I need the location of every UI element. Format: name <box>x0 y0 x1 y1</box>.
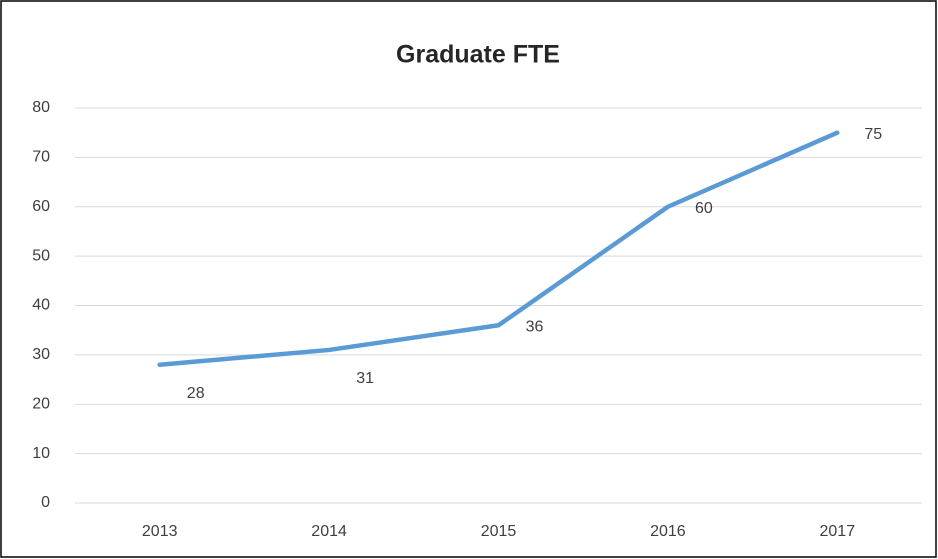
data-label: 36 <box>526 318 544 335</box>
y-tick-label: 30 <box>32 346 50 363</box>
data-label: 28 <box>187 385 205 402</box>
y-tick-label: 20 <box>32 395 50 412</box>
y-tick-label: 10 <box>32 445 50 462</box>
y-tick-label: 50 <box>32 247 50 264</box>
y-tick-label: 60 <box>32 198 50 215</box>
chart-title: Graduate FTE <box>396 41 560 69</box>
data-label: 75 <box>864 126 882 143</box>
x-tick-label: 2015 <box>481 523 517 540</box>
x-tick-label: 2016 <box>650 523 686 540</box>
data-line <box>157 130 840 367</box>
y-tick-label: 80 <box>32 99 50 116</box>
data-label: 31 <box>356 370 374 387</box>
y-tick-label: 0 <box>41 494 50 511</box>
y-tick-label: 70 <box>32 149 50 166</box>
x-tick-label: 2017 <box>820 523 856 540</box>
x-tick-label: 2014 <box>311 523 347 540</box>
data-label: 60 <box>695 200 713 217</box>
y-tick-label: 40 <box>32 297 50 314</box>
x-tick-label: 2013 <box>142 523 178 540</box>
